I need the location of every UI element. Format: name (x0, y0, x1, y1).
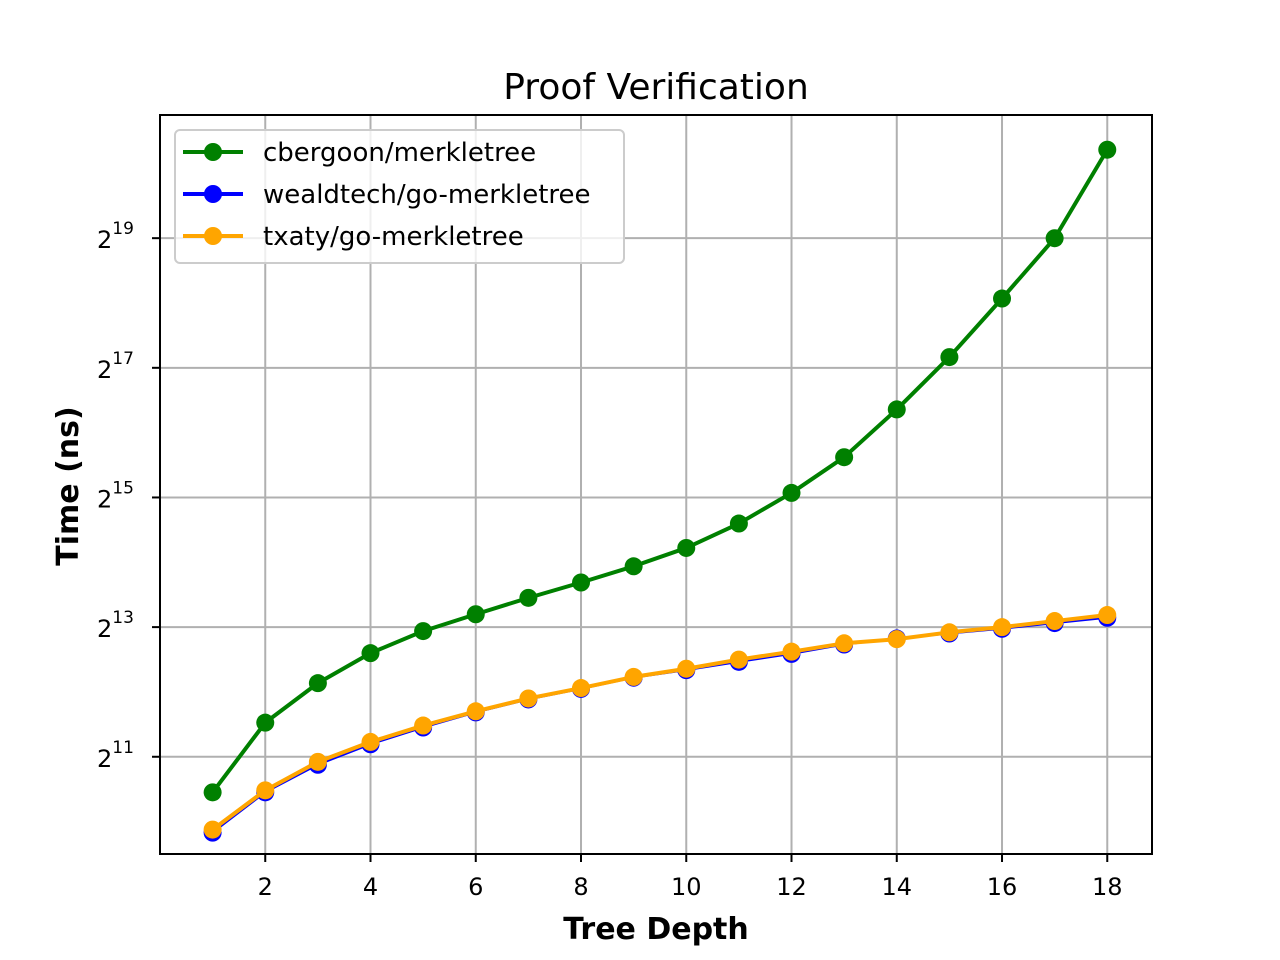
data-point (256, 781, 275, 800)
legend-marker-icon (204, 143, 222, 161)
legend-label: txaty/go-merkletree (263, 222, 524, 252)
x-tick-label: 10 (671, 873, 702, 901)
data-point (782, 483, 801, 502)
chart-title: Proof Verification (503, 67, 809, 108)
data-point (887, 630, 906, 649)
legend-label: wealdtech/go-merkletree (263, 180, 591, 210)
data-point (993, 618, 1012, 637)
data-point (308, 752, 327, 771)
x-axis-label: Tree Depth (563, 912, 749, 947)
x-tick-label: 12 (776, 873, 807, 901)
data-point (1045, 229, 1064, 248)
data-point (308, 674, 327, 693)
data-point (1045, 612, 1064, 631)
legend-marker-icon (204, 185, 222, 203)
data-point (940, 623, 959, 642)
data-point (835, 448, 854, 467)
legend-marker-icon (204, 227, 222, 245)
data-point (940, 348, 959, 367)
data-point (466, 605, 485, 624)
legend-box (174, 129, 625, 264)
series-cbergoon-merkletree (203, 140, 1117, 802)
data-point (993, 289, 1012, 308)
x-tick-label: 6 (468, 873, 483, 901)
x-tick-label: 4 (363, 873, 378, 901)
data-point (835, 634, 854, 653)
series-line (211, 148, 1109, 794)
data-point (677, 659, 696, 678)
data-series (203, 140, 1117, 842)
data-point (414, 622, 433, 641)
x-tick-label: 8 (573, 873, 588, 901)
data-point (624, 667, 643, 686)
x-tick-label: 16 (987, 873, 1018, 901)
x-tick-label: 2 (258, 873, 273, 901)
legend-label: cbergoon/merkletree (263, 138, 536, 168)
data-point (519, 588, 538, 607)
data-point (414, 716, 433, 735)
x-tick-label: 18 (1092, 873, 1123, 901)
data-point (729, 514, 748, 533)
data-point (572, 573, 591, 592)
data-point (256, 713, 275, 732)
data-point (361, 644, 380, 663)
data-point (466, 702, 485, 721)
data-point (1098, 140, 1117, 159)
x-axis-ticks: 2 4 6 8 10 12 14 16 18 (258, 854, 1123, 901)
data-point (519, 689, 538, 708)
data-point (887, 400, 906, 419)
data-point (1098, 606, 1117, 625)
legend: cbergoon/merkletree wealdtech/go-merkletr… (174, 129, 625, 264)
legend-item: wealdtech/go-merkletree (183, 180, 591, 210)
data-point (203, 820, 222, 839)
y-axis-label: Time (ns) (51, 406, 86, 565)
series-txaty-go-merkletree (203, 606, 1117, 839)
legend-item: txaty/go-merkletree (183, 222, 524, 252)
data-point (572, 679, 591, 698)
data-point (782, 642, 801, 661)
x-tick-label: 14 (881, 873, 912, 901)
data-point (361, 732, 380, 751)
plot-frame (159, 114, 1153, 855)
data-point (729, 650, 748, 669)
data-point (677, 538, 696, 557)
data-point (203, 783, 222, 802)
data-point (624, 557, 643, 576)
legend-item: cbergoon/merkletree (183, 138, 536, 168)
